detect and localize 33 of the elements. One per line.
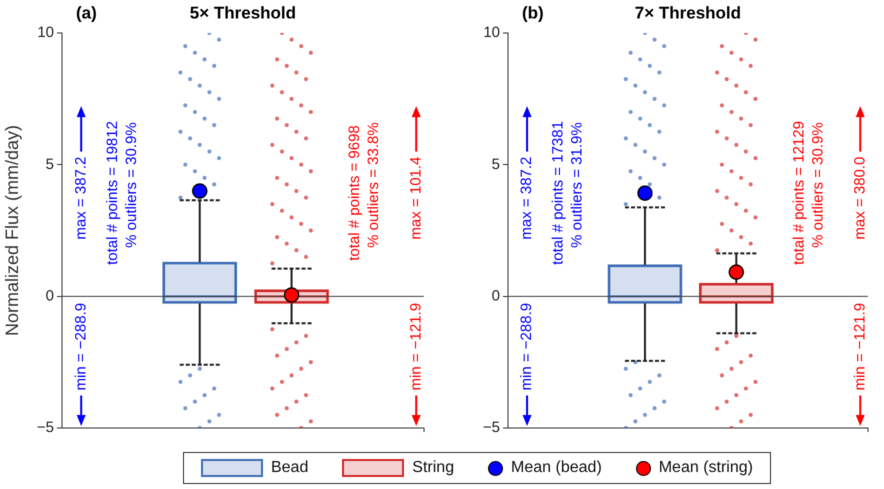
annotation: % outliers = 30.9% bbox=[122, 122, 140, 248]
annotation: max = 387.2 bbox=[72, 156, 90, 240]
annotation: % outliers = 31.9% bbox=[568, 122, 586, 248]
legend-label: Mean (string) bbox=[658, 459, 753, 477]
annotation: min = −121.9 bbox=[407, 302, 424, 390]
annotation: max = 101.4 bbox=[407, 156, 424, 240]
legend-label: String bbox=[412, 459, 454, 477]
legend-label: Bead bbox=[270, 459, 308, 477]
annotation: total # points = 19812 bbox=[104, 121, 121, 265]
chart-subtitle: (a) bbox=[76, 4, 97, 23]
y-tick-label: 10 bbox=[483, 24, 500, 42]
annotation: % outliers = 30.9% bbox=[809, 122, 826, 248]
annotation: max = 387.2 bbox=[518, 156, 536, 240]
chart-subtitle: (b) bbox=[522, 4, 544, 23]
y-tick-label: 10 bbox=[37, 24, 54, 42]
y-tick-label: 0 bbox=[492, 287, 500, 304]
chart-title: 7× Threshold bbox=[634, 4, 742, 23]
y-tick-label: 5 bbox=[492, 156, 500, 173]
annotation: min = −288.9 bbox=[518, 302, 536, 390]
y-tick-label: 5 bbox=[46, 156, 54, 173]
chart-title: 5× Threshold bbox=[190, 4, 296, 23]
annotation: % outliers = 33.8% bbox=[365, 122, 382, 248]
annotation: total # points = 17381 bbox=[550, 121, 567, 265]
annotation: min = −288.9 bbox=[72, 302, 90, 390]
y-tick-label: −5 bbox=[482, 419, 500, 436]
annotation: max = 380.0 bbox=[851, 156, 868, 240]
annotation: total # points = 9698 bbox=[346, 125, 364, 261]
y-axis-title: Normalized Flux (mm/day) bbox=[2, 124, 22, 336]
annotation: total # points = 12129 bbox=[790, 121, 808, 265]
annotation: min = −121.9 bbox=[851, 302, 868, 390]
y-tick-label: −5 bbox=[36, 419, 54, 436]
y-tick-label: 0 bbox=[46, 287, 54, 304]
legend-label: Mean (bead) bbox=[511, 459, 602, 477]
